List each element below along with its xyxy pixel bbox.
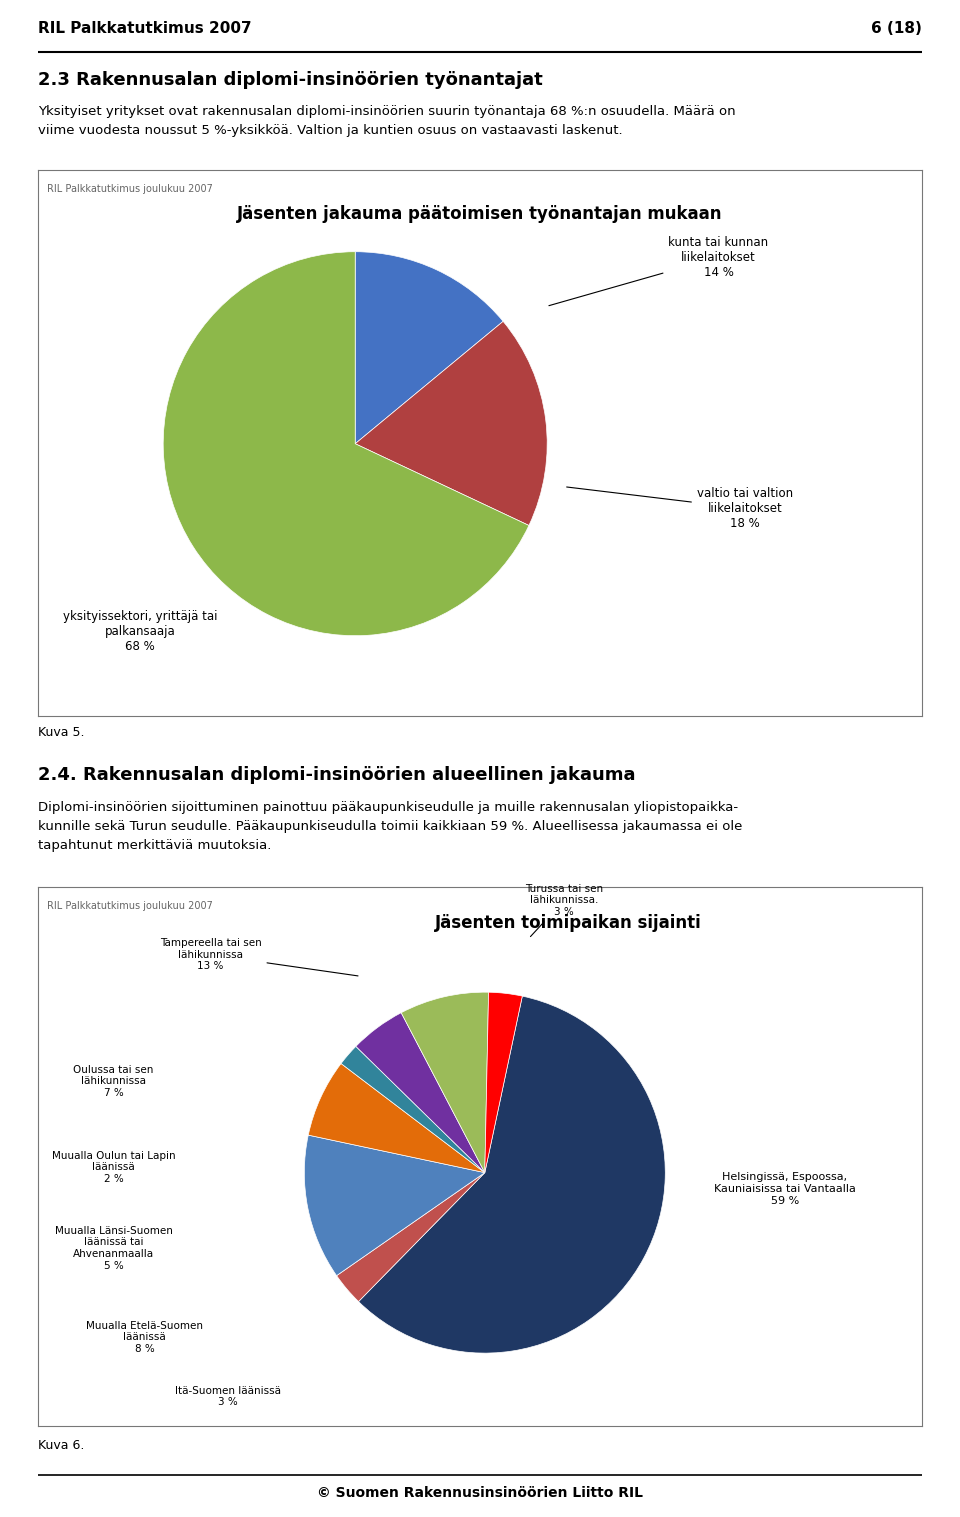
Wedge shape [304, 1135, 485, 1276]
Text: Yksityiset yritykset ovat rakennusalan diplomi-insinöörien suurin työnantaja 68 : Yksityiset yritykset ovat rakennusalan d… [38, 105, 736, 137]
Text: RIL Palkkatutkimus 2007: RIL Palkkatutkimus 2007 [38, 21, 252, 35]
Text: Turussa tai sen
lähikunnissa.
3 %: Turussa tai sen lähikunnissa. 3 % [525, 884, 603, 936]
Wedge shape [337, 1173, 485, 1302]
Wedge shape [401, 992, 489, 1173]
Text: Oulussa tai sen
lähikunnissa
7 %: Oulussa tai sen lähikunnissa 7 % [73, 1065, 154, 1098]
Text: RIL Palkkatutkimus joulukuu 2007: RIL Palkkatutkimus joulukuu 2007 [47, 184, 213, 194]
Wedge shape [355, 322, 547, 525]
Text: Muualla Oulun tai Lapin
läänissä
2 %: Muualla Oulun tai Lapin läänissä 2 % [52, 1151, 176, 1185]
Wedge shape [485, 992, 522, 1173]
Text: yksityissektori, yrittäjä tai
palkansaaja
68 %: yksityissektori, yrittäjä tai palkansaaj… [62, 610, 217, 652]
Text: Diplomi-insinöörien sijoittuminen painottuu pääkaupunkiseudulle ja muille rakenn: Diplomi-insinöörien sijoittuminen painot… [38, 801, 743, 853]
Wedge shape [358, 997, 665, 1353]
Text: Tampereella tai sen
lähikunnissa
13 %: Tampereella tai sen lähikunnissa 13 % [159, 938, 358, 975]
Text: valtio tai valtion
liikelaitokset
18 %: valtio tai valtion liikelaitokset 18 % [566, 487, 793, 529]
Text: Jäsenten toimipaikan sijainti: Jäsenten toimipaikan sijainti [435, 915, 702, 933]
Text: 2.3 Rakennusalan diplomi-insinöörien työnantajat: 2.3 Rakennusalan diplomi-insinöörien työ… [38, 71, 543, 90]
Text: Kuva 6.: Kuva 6. [38, 1440, 84, 1452]
Text: kunta tai kunnan
liikelaitokset
14 %: kunta tai kunnan liikelaitokset 14 % [549, 235, 769, 305]
Wedge shape [341, 1047, 485, 1173]
Text: 2.4. Rakennusalan diplomi-insinöörien alueellinen jakauma: 2.4. Rakennusalan diplomi-insinöörien al… [38, 766, 636, 784]
Text: Jäsenten jakauma päätoimisen työnantajan mukaan: Jäsenten jakauma päätoimisen työnantajan… [237, 205, 723, 223]
Wedge shape [356, 1013, 485, 1173]
Wedge shape [308, 1063, 485, 1173]
Text: © Suomen Rakennusinsinöörien Liitto RIL: © Suomen Rakennusinsinöörien Liitto RIL [317, 1485, 643, 1500]
Text: RIL Palkkatutkimus joulukuu 2007: RIL Palkkatutkimus joulukuu 2007 [47, 901, 213, 910]
Wedge shape [163, 252, 529, 636]
Text: Muualla Etelä-Suomen
läänissä
8 %: Muualla Etelä-Suomen läänissä 8 % [85, 1320, 203, 1353]
Text: Helsingissä, Espoossa,
Kauniaisissa tai Vantaalla
59 %: Helsingissä, Espoossa, Kauniaisissa tai … [714, 1173, 855, 1206]
Wedge shape [355, 252, 503, 443]
Text: Muualla Länsi-Suomen
läänissä tai
Ahvenanmaalla
5 %: Muualla Länsi-Suomen läänissä tai Ahvena… [55, 1226, 173, 1271]
Text: 6 (18): 6 (18) [871, 21, 922, 35]
Text: Kuva 5.: Kuva 5. [38, 727, 84, 739]
Text: Itä-Suomen läänissä
3 %: Itä-Suomen läänissä 3 % [176, 1385, 281, 1408]
